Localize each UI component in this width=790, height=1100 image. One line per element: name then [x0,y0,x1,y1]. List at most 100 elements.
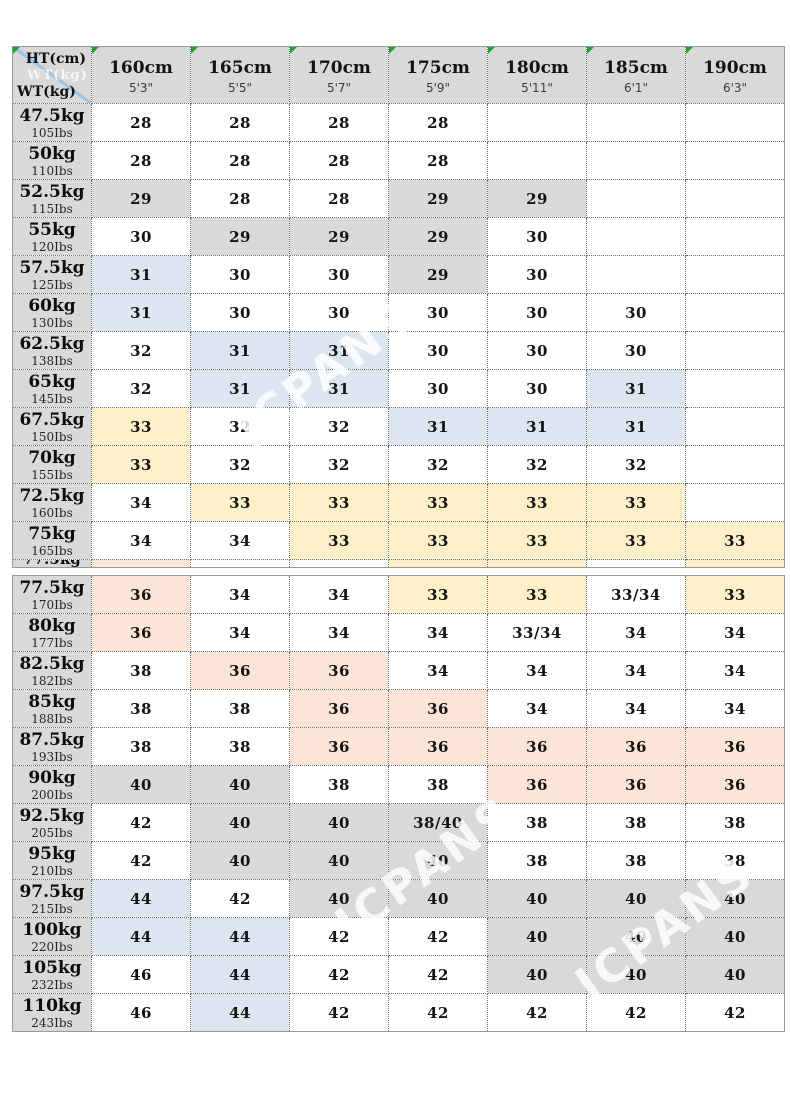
size-cell: 46 [91,993,191,1032]
weight-label-cell: 95kg 210Ibs [12,841,92,880]
table-body: 77.5kg 170Ibs 36 34 34 33 33 33/34 33 80kg 177Ibs 3… [12,575,785,1032]
size-cell: 28 [388,103,488,142]
size-cell: 40 [487,955,587,994]
weight-kg-label: 85kg [28,692,76,712]
size-cell: 40 [289,841,389,880]
clipped-size-cell [487,559,587,568]
size-cell: 30 [487,331,587,370]
weight-lbs-label: 182Ibs [31,674,73,688]
size-cell: 30 [388,293,488,332]
weight-lbs-label: 125Ibs [31,278,73,292]
table-row: 47.5kg 105Ibs 28 28 28 28 [12,103,785,142]
table-row: 60kg 130Ibs 31 30 30 30 30 30 [12,293,785,332]
excel-flag-icon [13,47,20,54]
size-cell: 33 [487,575,587,614]
size-cell: 42 [586,993,686,1032]
size-cell: 36 [91,575,191,614]
size-cell: 40 [685,917,785,956]
size-cell: 40 [190,841,290,880]
weight-lbs-label: 165Ibs [31,544,73,558]
size-cell: 32 [91,369,191,408]
size-cell: 30 [388,369,488,408]
size-cell: 40 [586,917,686,956]
size-cell: 38 [685,803,785,842]
size-cell: 28 [388,141,488,180]
size-cell: 42 [91,841,191,880]
size-cell: 32 [190,407,290,446]
weight-kg-label: 75kg [28,524,76,544]
table-row: 50kg 110Ibs 28 28 28 28 [12,141,785,180]
weight-lbs-label: 160Ibs [31,506,73,520]
size-cell: 36 [289,651,389,690]
weight-lbs-label: 188Ibs [31,712,73,726]
size-cell: 44 [91,917,191,956]
size-cell: 33 [487,521,587,560]
weight-kg-label: 65kg [28,372,76,392]
size-cell: 36 [91,613,191,652]
table-row: 90kg 200Ibs 40 40 38 38 36 36 36 [12,765,785,804]
weight-lbs-label: 205Ibs [31,826,73,840]
clipped-weight-cell: 77.5kg [12,559,92,568]
weight-label-cell: 75kg 165Ibs [12,521,92,560]
size-cell: 42 [685,993,785,1032]
size-cell: 40 [388,841,488,880]
height-header-185cm: 185cm 6'1" [586,46,686,104]
weight-kg-label: 60kg [28,296,76,316]
size-cell: 31 [91,293,191,332]
size-cell: 33 [388,483,488,522]
size-cell: 34 [487,689,587,728]
size-cell [685,369,785,408]
size-cell: 32 [388,445,488,484]
weight-lbs-label: 177Ibs [31,636,73,650]
table-row: 52.5kg 115Ibs 29 28 28 29 29 [12,179,785,218]
clipped-size-cell [388,559,488,568]
size-cell: 30 [586,331,686,370]
size-cell: 38 [586,803,686,842]
weight-label-cell: 100kg 220Ibs [12,917,92,956]
size-cell: 42 [388,993,488,1032]
table-row: 80kg 177Ibs 36 34 34 34 33/34 34 34 [12,613,785,652]
weight-kg-label: 110kg [22,996,82,1016]
size-chart-table: HT(cm) WT(kg) WT(kg) 160cm 5'3" 165cm 5'5" 170c… [12,46,785,1032]
size-cell: 33 [388,575,488,614]
size-cell: 42 [190,879,290,918]
weight-label-cell: 85kg 188Ibs [12,689,92,728]
size-cell: 33 [190,483,290,522]
weight-label-cell: 92.5kg 205Ibs [12,803,92,842]
height-cm-label: 185cm [604,58,668,78]
weight-label-cell: 70kg 155Ibs [12,445,92,484]
size-cell: 38 [190,689,290,728]
weight-lbs-label: 243Ibs [31,1016,73,1030]
weight-label-cell: 47.5kg 105Ibs [12,103,92,142]
weight-kg-label: 70kg [28,448,76,468]
size-cell: 32 [289,407,389,446]
weight-lbs-label: 110Ibs [31,164,73,178]
height-ft-label: 5'9" [425,81,451,95]
table-row: 62.5kg 138Ibs 32 31 31 30 30 30 [12,331,785,370]
page-break-gap [12,568,784,575]
size-cell: 31 [586,369,686,408]
corner-watermark: WT(kg) [27,68,88,83]
size-cell: 31 [190,369,290,408]
excel-flag-icon [290,47,297,54]
size-cell: 42 [91,803,191,842]
size-cell: 33 [91,445,191,484]
size-cell [685,217,785,256]
size-cell: 34 [388,613,488,652]
size-cell: 34 [685,689,785,728]
clipped-weight-label: 77.5kg [14,561,91,567]
size-cell: 40 [685,879,785,918]
weight-kg-label: 47.5kg [19,106,85,126]
weight-kg-label: 62.5kg [19,334,85,354]
size-cell: 44 [190,917,290,956]
size-cell: 46 [91,955,191,994]
size-cell: 29 [190,217,290,256]
weight-lbs-label: 232Ibs [31,978,73,992]
corner-cell: HT(cm) WT(kg) WT(kg) [12,46,92,104]
size-cell: 38/40 [388,803,488,842]
size-cell: 28 [190,141,290,180]
corner-height-label: HT(cm) [25,51,86,67]
size-cell: 40 [91,765,191,804]
height-ft-label: 6'1" [623,81,649,95]
size-cell: 33 [586,521,686,560]
